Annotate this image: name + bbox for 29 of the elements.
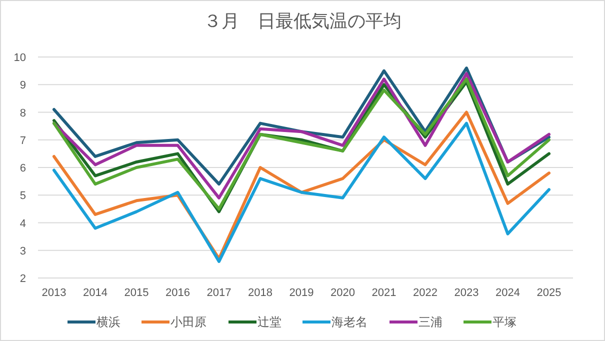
x-tick-label: 2013 <box>42 287 66 299</box>
y-tick-label: 5 <box>20 190 26 202</box>
chart-title: ３月 日最低気温の平均 <box>204 11 402 31</box>
legend-label: 小田原 <box>170 315 206 329</box>
x-tick-label: 2014 <box>83 287 108 299</box>
x-tick-label: 2016 <box>166 287 190 299</box>
x-tick-label: 2020 <box>330 287 355 299</box>
legend-label: 海老名 <box>332 315 368 329</box>
x-tick-label: 2021 <box>372 287 396 299</box>
y-tick-label: 10 <box>14 52 26 64</box>
x-tick-label: 2017 <box>206 287 232 299</box>
legend-label: 辻堂 <box>258 315 282 329</box>
y-tick-label: 8 <box>20 107 26 120</box>
x-tick-label: 2018 <box>248 287 272 299</box>
x-tick-label: 2023 <box>454 287 479 299</box>
legend-label: 横浜 <box>96 315 120 329</box>
legend-label: 三浦 <box>418 315 442 329</box>
x-tick-label: 2019 <box>289 287 314 299</box>
y-tick-label: 6 <box>20 162 26 174</box>
y-tick-label: 7 <box>20 134 26 147</box>
x-tick-label: 2024 <box>496 287 520 299</box>
y-tick-label: 2 <box>20 273 26 285</box>
y-tick-label: 3 <box>20 245 26 258</box>
y-tick-label: 9 <box>20 80 26 92</box>
x-tick-label: 2022 <box>413 287 438 299</box>
x-tick-label: 2015 <box>124 287 149 299</box>
legend-label: 平塚 <box>492 315 516 329</box>
x-tick-label: 2025 <box>536 287 562 299</box>
y-tick-label: 4 <box>20 218 26 230</box>
